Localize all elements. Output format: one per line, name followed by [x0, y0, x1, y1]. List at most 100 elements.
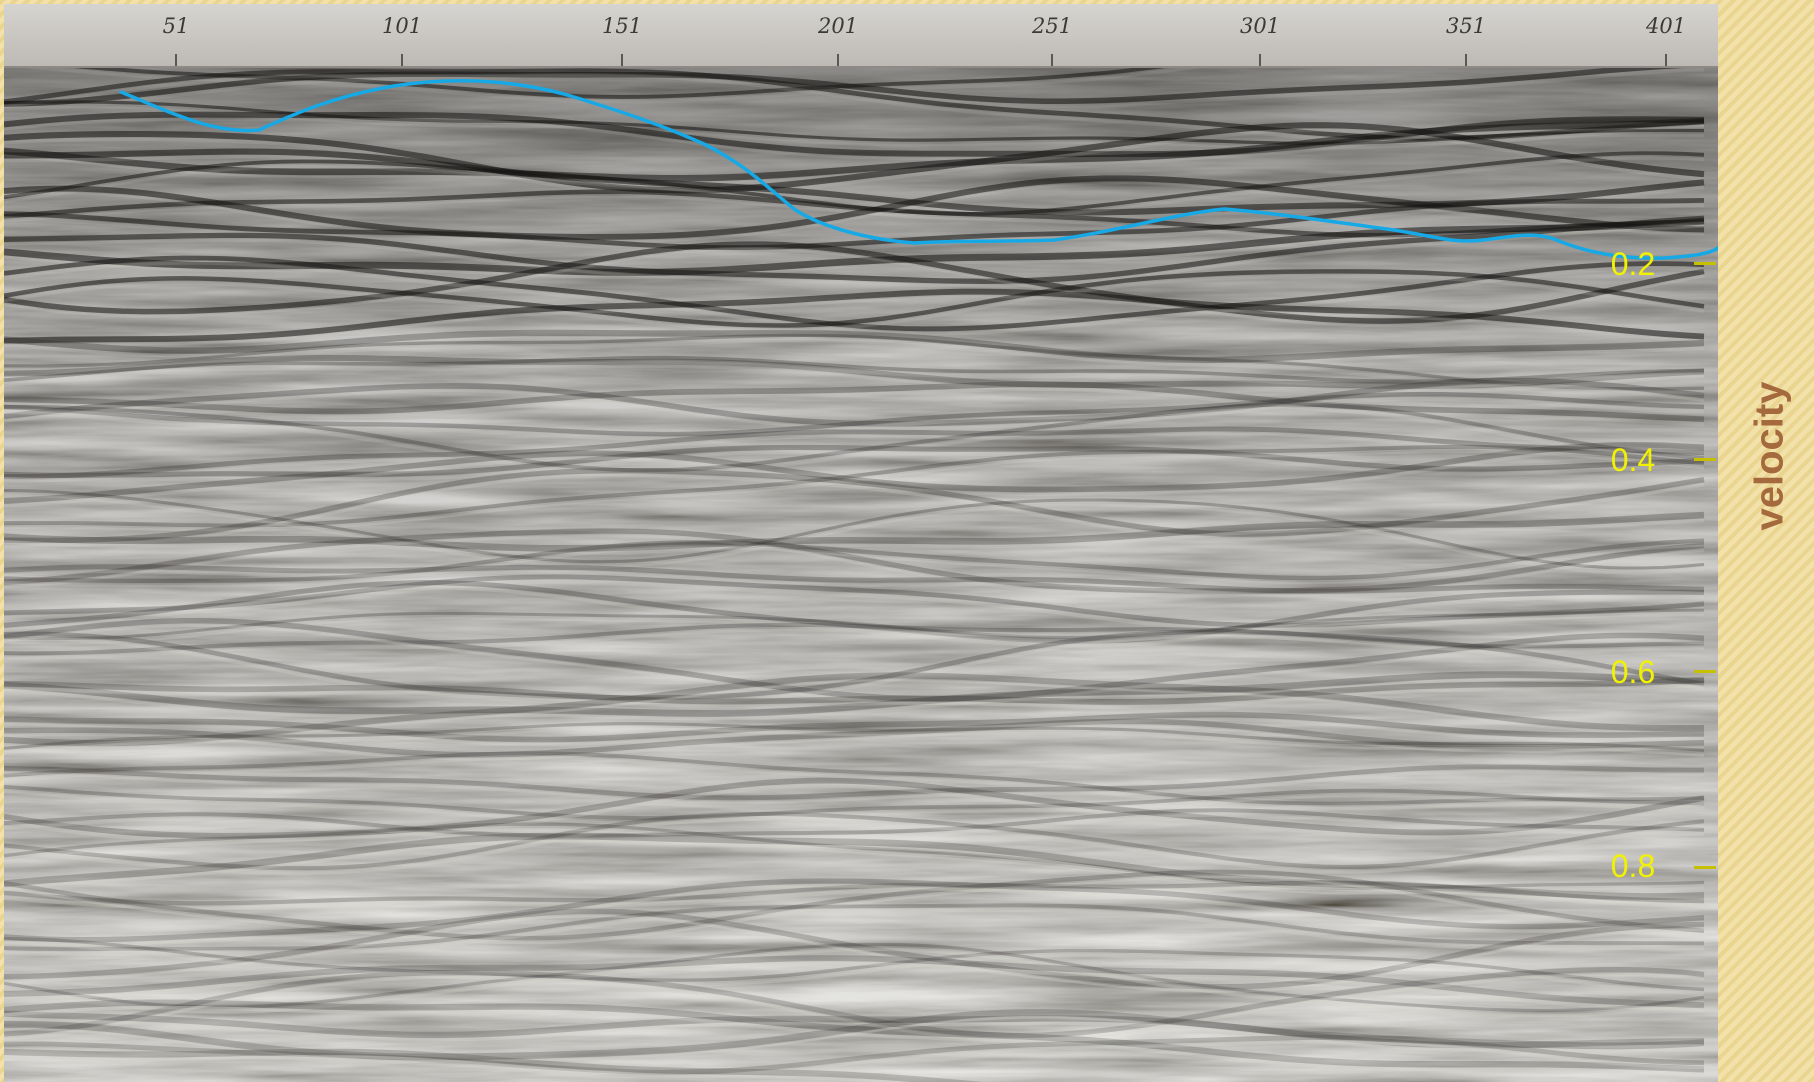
reflector-light [4, 973, 1705, 1042]
reflector-dark [4, 784, 1705, 820]
reflector-light [4, 397, 1705, 441]
reflector-dark [4, 832, 1705, 900]
reflector-light [4, 261, 1705, 336]
seismic-section-photo: 51 101 151 201 251 301 351 401 0.2 0.4 0… [4, 4, 1718, 1082]
reflector-light [4, 884, 1705, 947]
reflector-light [4, 450, 1705, 483]
trace-tick [621, 54, 623, 66]
reflector-light [4, 387, 1705, 426]
trace-tick [1051, 54, 1053, 66]
seismic-shading [4, 4, 1718, 1082]
trace-label: 351 [1445, 14, 1487, 38]
reflector-light [4, 828, 1705, 895]
reflector-dark [4, 333, 1705, 391]
trace-tick [1259, 54, 1261, 66]
time-tick [1694, 262, 1716, 265]
reflector-dark [4, 967, 1705, 1039]
reflector-dark [4, 329, 1705, 364]
reflector-light [4, 494, 1705, 575]
reflector-light [4, 885, 1705, 911]
reflector-dark [4, 217, 1705, 276]
reflector-light [4, 635, 1705, 705]
reflector-dark [4, 528, 1705, 594]
time-label: 0.4 [1610, 442, 1656, 478]
reflector-light [4, 361, 1705, 393]
time-tick [1694, 458, 1716, 461]
reflector-light [4, 770, 1704, 805]
time-label: 0.6 [1610, 654, 1656, 690]
reflector-dark [4, 672, 1705, 747]
reflector-light [4, 756, 1705, 811]
reflector-dark [4, 122, 1705, 194]
reflector-light [4, 579, 1705, 633]
seismic-reflectors [4, 29, 1705, 1082]
reflector-dark [4, 580, 1705, 644]
reflector-light [4, 682, 1705, 709]
trace-tick [401, 54, 403, 66]
reflector-light [4, 624, 1705, 705]
reflector-light [4, 628, 1705, 660]
reflector-light [4, 817, 1705, 875]
trace-label: 251 [1031, 14, 1073, 38]
reflector-light [4, 1055, 905, 1082]
trace-tick [175, 54, 177, 66]
trace-tick [1665, 54, 1667, 66]
reflector-dark [4, 444, 1705, 478]
reflector-light [4, 448, 1705, 508]
reflector-dark [4, 511, 1705, 552]
reflector-dark [4, 241, 1705, 324]
reflector-dark [4, 629, 1705, 700]
trace-tick [1465, 54, 1467, 66]
reflector-light [4, 677, 1705, 721]
reflector-dark [4, 468, 1705, 544]
reflector-light [4, 432, 1705, 483]
reflector-dark [4, 442, 1705, 504]
side-title-text: velocity [1747, 381, 1792, 531]
time-label: 0.8 [1610, 848, 1656, 884]
reflector-light [4, 534, 1705, 598]
reflector-dark [4, 402, 1705, 473]
reflector-dark [4, 269, 1705, 328]
reflector-light [4, 947, 1705, 1018]
reflector-light [4, 727, 1705, 757]
reflector-dark [4, 999, 1705, 1073]
time-label: 0.2 [1610, 246, 1656, 282]
reflector-light [4, 450, 1705, 532]
reflector-light [4, 221, 1705, 288]
reflector-light [4, 360, 1705, 389]
reflector-light [4, 783, 1705, 843]
reflector-dark [4, 869, 1705, 941]
reflector-light [4, 118, 1705, 161]
reflector-dark [4, 444, 1705, 528]
reflector-light [4, 128, 1705, 198]
reflector-dark [4, 955, 1705, 1009]
reflector-light [4, 1017, 1705, 1052]
trace-label: 151 [601, 14, 643, 38]
reflector-light [4, 1005, 1705, 1077]
reflector-dark [4, 61, 1705, 107]
reflector-light [4, 813, 1705, 843]
reflector-dark [4, 722, 1705, 752]
reflector-light [4, 518, 1705, 556]
reflector-dark [4, 426, 1705, 480]
reflector-light [4, 474, 1705, 547]
reflector-dark [4, 574, 1705, 628]
reflector-light [4, 942, 1705, 997]
reflector-dark [4, 764, 1704, 801]
trace-label: 201 [817, 14, 859, 38]
reflector-dark [4, 215, 1705, 284]
reflector-light [4, 384, 1705, 431]
reflector-dark [4, 1010, 1705, 1049]
time-tick [1694, 670, 1716, 673]
reflector-dark [4, 676, 1705, 705]
reflector-dark [4, 538, 1705, 583]
reflector-dark [4, 808, 1705, 838]
reflector-dark [4, 381, 1705, 423]
reflector-light [4, 274, 1705, 333]
reflector-dark [4, 175, 1705, 240]
reflector-dark [4, 822, 1705, 891]
reflector-dark [4, 391, 1705, 437]
reflector-dark [4, 1034, 1705, 1075]
reflector-dark [4, 1048, 984, 1082]
reflector-dark [4, 489, 1705, 570]
